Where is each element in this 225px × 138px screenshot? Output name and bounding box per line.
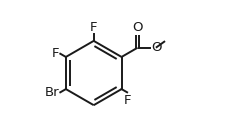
Text: F: F	[123, 94, 130, 107]
Text: F: F	[90, 21, 97, 34]
Text: O: O	[132, 21, 142, 34]
Text: O: O	[151, 41, 162, 54]
Text: Br: Br	[45, 86, 59, 99]
Text: F: F	[52, 47, 59, 60]
